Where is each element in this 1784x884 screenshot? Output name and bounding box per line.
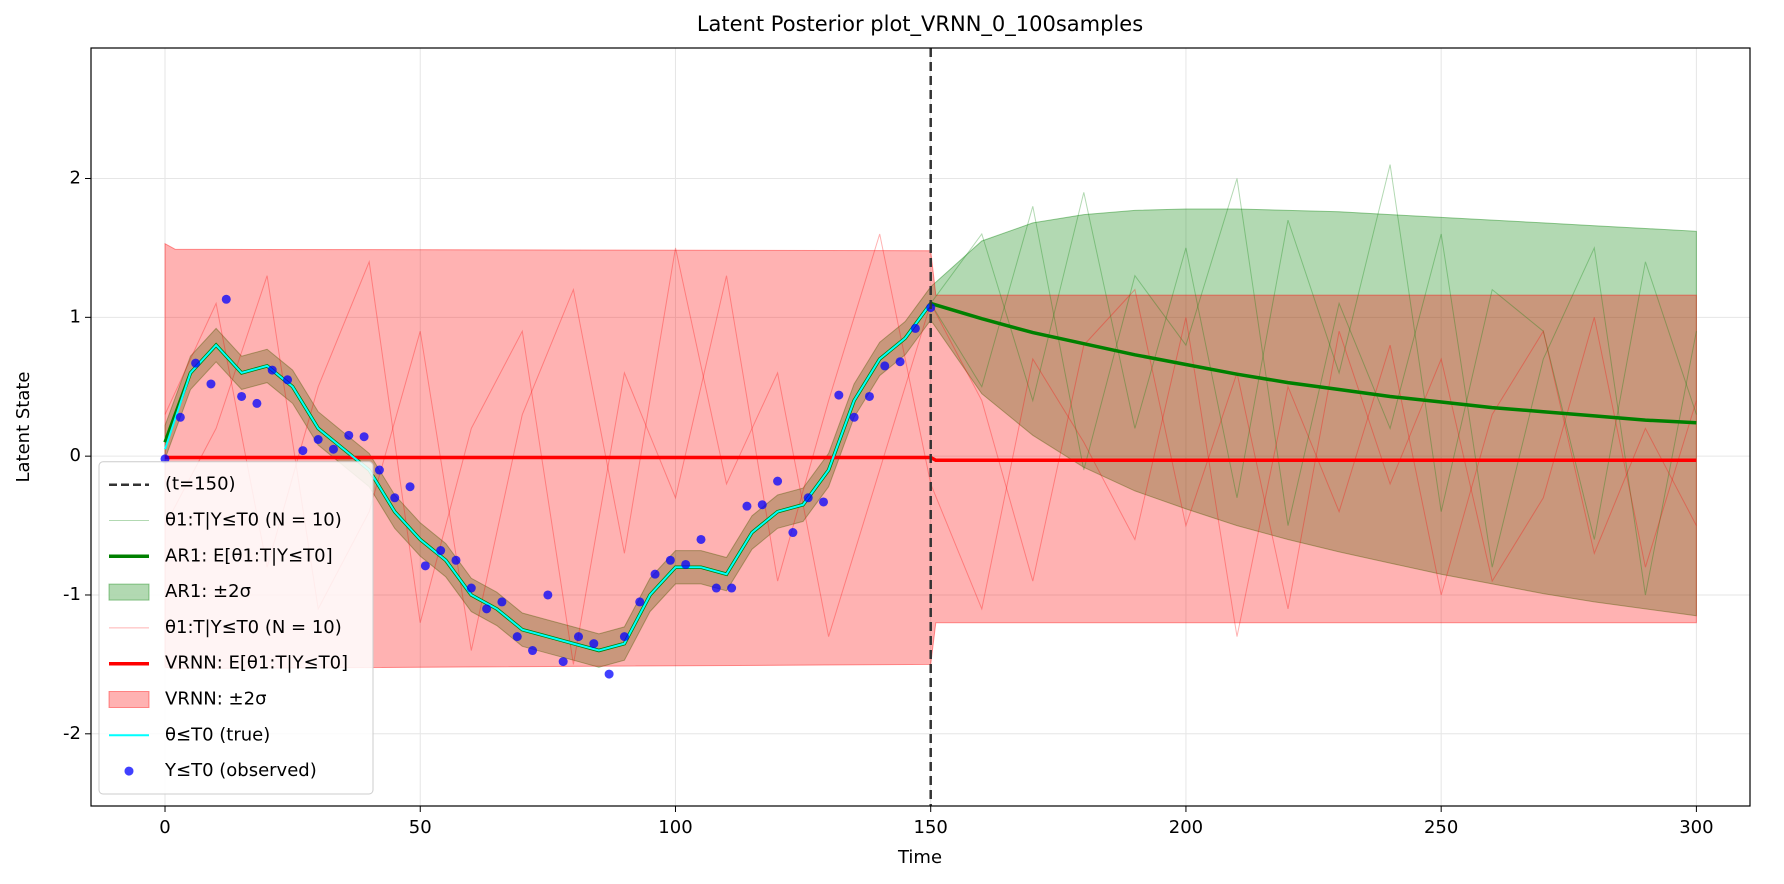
- observed-point: [328, 444, 338, 454]
- legend-label: AR1: E[θ1:T|Y≤T0]: [165, 545, 333, 566]
- observed-point: [727, 583, 737, 593]
- observed-point: [819, 497, 829, 507]
- x-tick-label: 150: [914, 817, 948, 838]
- y-tick-label: 0: [70, 445, 81, 466]
- observed-point: [895, 357, 905, 367]
- observed-point: [390, 493, 400, 503]
- y-axis-label: Latent State: [13, 371, 34, 482]
- y-tick-label: -1: [63, 584, 81, 605]
- mean-line: [164, 302, 932, 652]
- observed-point: [359, 432, 369, 442]
- observed-point: [283, 375, 293, 385]
- observed-point: [298, 446, 308, 456]
- legend-label: θ1:T|Y≤T0 (N = 10): [165, 617, 342, 638]
- observed-point: [711, 583, 721, 593]
- observed-point: [849, 412, 859, 422]
- observed-point: [864, 391, 874, 401]
- chart-title: Latent Posterior plot_VRNN_0_100samples: [697, 12, 1143, 37]
- legend-marker: [124, 766, 134, 776]
- legend-label: θ≤T0 (true): [165, 724, 270, 745]
- legend-box: [98, 461, 374, 795]
- mean-line: [165, 455, 1697, 463]
- observed-point: [436, 546, 446, 556]
- legend-label: VRNN: ±2σ: [165, 689, 266, 710]
- observed-point: [206, 379, 216, 389]
- legend-label: Y≤T0 (observed): [164, 760, 317, 781]
- observed-point: [313, 434, 323, 444]
- x-tick-label: 0: [159, 817, 170, 838]
- y-tick-label: 2: [70, 167, 81, 188]
- observed-point: [221, 294, 231, 304]
- observed-point: [175, 412, 185, 422]
- x-tick-label: 250: [1424, 817, 1458, 838]
- legend-label: (t=150): [165, 474, 236, 495]
- observed-point: [451, 555, 461, 565]
- legend-label: AR1: ±2σ: [165, 581, 251, 602]
- observed-point: [604, 669, 614, 679]
- legend-marker: [108, 583, 150, 601]
- y-tick-label: -2: [63, 723, 81, 744]
- observed-point: [742, 501, 752, 511]
- observed-point: [619, 632, 629, 642]
- observed-point: [558, 657, 568, 667]
- observed-point: [543, 590, 553, 600]
- observed-point: [497, 597, 507, 607]
- observed-point: [344, 430, 354, 440]
- plot-frame: [90, 47, 1751, 807]
- x-tick-label: 200: [1169, 817, 1203, 838]
- observed-point: [635, 597, 645, 607]
- observed-point: [482, 604, 492, 614]
- observed-point: [191, 358, 201, 368]
- observed-point: [420, 561, 430, 571]
- observed-point: [512, 632, 522, 642]
- observed-point: [788, 528, 798, 538]
- observed-point: [681, 559, 691, 569]
- x-tick-label: 100: [658, 817, 692, 838]
- legend-marker: [108, 691, 150, 708]
- observed-point: [650, 569, 660, 579]
- observed-point: [405, 482, 415, 492]
- legend-label: VRNN: E[θ1:T|Y≤T0]: [165, 653, 348, 674]
- observed-point: [160, 454, 170, 464]
- observed-point: [267, 365, 277, 375]
- observed-point: [696, 534, 706, 544]
- observed-point: [803, 493, 813, 503]
- observed-point: [374, 465, 384, 475]
- legend: (t=150) θ1:T|Y≤T0 (N = 10) AR1: E[θ1:T|Y≤T…: [98, 461, 374, 795]
- observed-point: [757, 500, 767, 510]
- observed-point: [589, 639, 599, 649]
- x-tick-label: 300: [1679, 817, 1713, 838]
- observed-point: [665, 555, 675, 565]
- observed-point: [910, 323, 920, 333]
- observed-point: [466, 583, 476, 593]
- legend-label: θ1:T|Y≤T0 (N = 10): [165, 510, 342, 531]
- x-axis-label: Time: [897, 847, 942, 868]
- observed-point: [237, 391, 247, 401]
- plot-area: [160, 48, 1697, 806]
- observed-point: [573, 632, 583, 642]
- observed-point: [528, 646, 538, 656]
- x-tick-label: 50: [409, 817, 432, 838]
- observed-point: [773, 476, 783, 486]
- y-tick-label: 1: [70, 306, 81, 327]
- observed-point: [252, 398, 262, 408]
- sample-line: [930, 164, 1697, 540]
- observed-point: [880, 361, 890, 371]
- observed-point: [834, 390, 844, 400]
